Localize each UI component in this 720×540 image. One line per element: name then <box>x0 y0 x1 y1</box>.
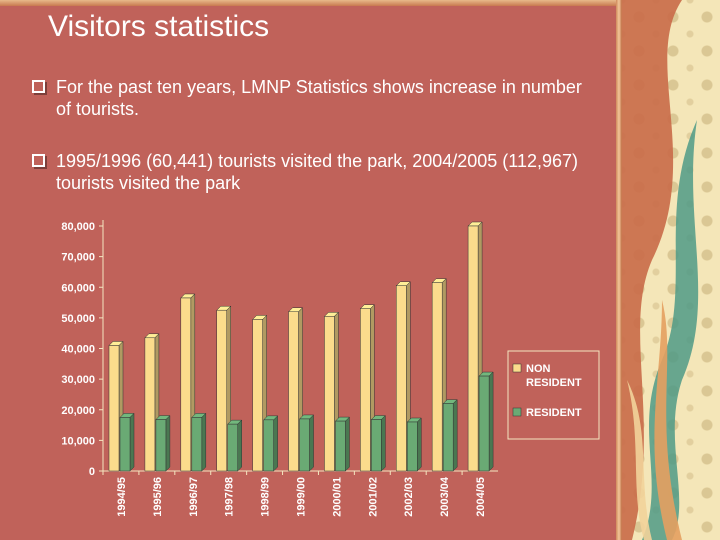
legend-swatch <box>512 407 522 417</box>
x-tick-label: 2000/01 <box>331 477 343 517</box>
y-tick-label: 70,000 <box>61 252 95 264</box>
bar-resident <box>371 419 382 472</box>
x-tick-label: 2001/02 <box>367 477 379 517</box>
bullet-text: For the past ten years, LMNP Statistics … <box>56 77 582 119</box>
bar-resident <box>335 420 346 472</box>
y-tick-label: 50,000 <box>61 313 95 325</box>
bar-side <box>381 414 386 472</box>
bar-side <box>237 419 242 472</box>
x-tick-label: 1996/97 <box>188 477 200 517</box>
bar-non-resident <box>108 345 120 472</box>
bar-side <box>309 414 314 472</box>
bar-non-resident <box>288 311 299 472</box>
bar-side <box>452 399 458 472</box>
bar-non-resident <box>396 285 407 472</box>
y-tick-label: 80,000 <box>61 221 95 233</box>
y-tick-label: 60,000 <box>61 282 95 294</box>
bar-resident <box>263 419 274 472</box>
bar-non-resident <box>216 309 227 472</box>
legend-label: NON RESIDENT <box>526 363 582 389</box>
decorative-side-panel <box>622 0 720 540</box>
bar-side <box>417 417 422 472</box>
legend-box <box>507 350 600 440</box>
bullet-text: 1995/1996 (60,441) tourists visited the … <box>56 151 579 193</box>
bar-non-resident <box>431 282 443 472</box>
bar-non-resident <box>360 308 371 472</box>
bar-side <box>488 371 494 472</box>
x-tick-label: 2003/04 <box>439 476 451 517</box>
checkbox-bullet-icon <box>32 80 45 93</box>
y-tick-label: 10,000 <box>61 435 95 447</box>
bar-resident <box>442 403 454 472</box>
bar-resident <box>299 418 310 472</box>
bar-non-resident <box>180 297 192 472</box>
bar-side <box>201 412 207 472</box>
y-tick-label: 40,000 <box>61 344 95 356</box>
x-tick-label: 1997/98 <box>224 477 236 517</box>
bar-non-resident <box>467 225 479 472</box>
slide-title: Visitors statistics <box>48 10 270 43</box>
bar-resident <box>191 417 203 472</box>
bullet-item: 1995/1996 (60,441) tourists visited the … <box>32 150 592 196</box>
bar-side <box>129 412 135 472</box>
legend-swatch <box>512 363 522 373</box>
bar-resident <box>155 419 167 472</box>
x-tick-label: 2004/05 <box>475 477 487 517</box>
bar-non-resident <box>252 319 263 472</box>
bar-resident <box>478 375 490 472</box>
y-tick-label: 20,000 <box>61 405 95 417</box>
bar-resident <box>119 417 131 472</box>
bar-side <box>345 416 350 472</box>
slide-frame-right <box>616 0 622 540</box>
slide-frame-top <box>0 0 622 6</box>
bar-non-resident <box>324 316 335 472</box>
legend-label: RESIDENT <box>526 407 582 419</box>
bullet-item: For the past ten years, LMNP Statistics … <box>32 76 592 122</box>
y-tick-label: 30,000 <box>61 374 95 386</box>
bar-resident <box>227 423 238 472</box>
x-tick-label: 1995/96 <box>152 477 164 517</box>
y-tick-label: 0 <box>89 466 95 478</box>
x-tick-label: 1998/99 <box>260 477 272 517</box>
checkbox-bullet-icon <box>32 154 45 167</box>
x-tick-label: 1994/95 <box>116 477 128 517</box>
bar-side <box>273 415 278 472</box>
x-tick-label: 2002/03 <box>403 477 415 517</box>
bar-resident <box>407 421 418 472</box>
bar-non-resident <box>144 337 156 472</box>
bar-side <box>165 414 171 472</box>
decorative-ribbon-graphic <box>622 0 699 540</box>
x-tick-label: 1999/00 <box>296 477 308 517</box>
